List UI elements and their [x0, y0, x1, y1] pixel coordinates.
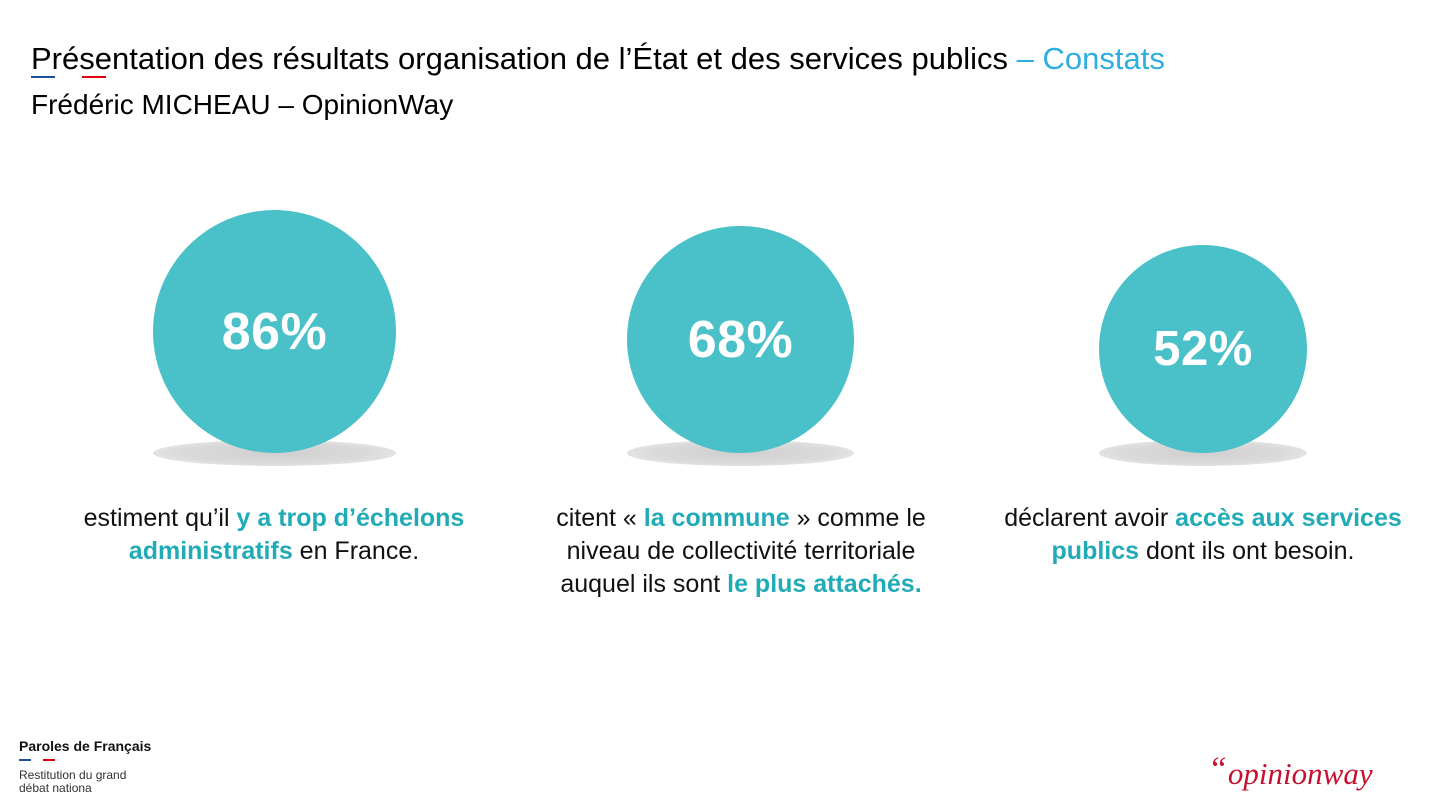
caption-text: en France. — [292, 537, 420, 565]
logo-text: opinion — [1227, 756, 1323, 791]
brand-subtitle: Restitution du grand débat nationa — [19, 769, 154, 795]
stat-block-2: 68% citent « la commune » comme le nivea… — [541, 0, 941, 806]
caption-text: déclarent avoir — [1004, 504, 1176, 532]
brand-subtitle-text: Restitution du grand débat nationa — [19, 768, 127, 795]
title-main: Présentation des résultats organisation … — [31, 41, 1009, 76]
caption-highlight: la commune — [643, 504, 790, 532]
stat-circle: 86% — [153, 210, 396, 453]
logo-quote: “ — [1208, 751, 1227, 788]
opinionway-logo: “opinionway — [1208, 751, 1373, 792]
stat-value: 68% — [687, 310, 794, 369]
stat-caption: estiment qu’il y a trop d’échelons admin… — [74, 502, 474, 568]
stat-circle: 52% — [1099, 245, 1307, 453]
page-title: Présentation des résultats organisation … — [31, 40, 1165, 78]
caption-highlight: y a trop d’échelons administratifs — [128, 504, 465, 565]
stat-value: 52% — [1153, 322, 1253, 376]
caption-text: dont ils ont besoin. — [1139, 537, 1355, 565]
title-accent: – Constats — [1016, 41, 1165, 76]
stat-value: 86% — [221, 302, 328, 361]
brand-name: Paroles de Français — [19, 738, 152, 754]
stat-block-1: 86% estiment qu’il y a trop d’échelons a… — [74, 0, 474, 806]
caption-highlight: accès aux services publics — [1051, 504, 1402, 565]
stat-circle: 68% — [627, 226, 854, 453]
page-subtitle: Frédéric MICHEAU – OpinionWay — [31, 89, 454, 120]
stat-caption: déclarent avoir accès aux services publi… — [1003, 502, 1403, 568]
flag-stripe — [19, 759, 59, 761]
title-underline-blue — [31, 76, 55, 78]
caption-text: » comme le niveau de collectivité territ… — [560, 504, 926, 598]
caption-highlight: le plus attachés. — [727, 570, 922, 598]
paroles-brand: Paroles de Français Restitution du grand… — [19, 738, 154, 795]
caption-text: estiment qu’il — [83, 504, 237, 532]
caption-text: citent « — [556, 504, 644, 532]
title-underline-red — [82, 76, 106, 78]
stat-caption: citent « la commune » comme le niveau de… — [541, 502, 941, 601]
logo-accent: way — [1322, 756, 1373, 791]
stat-block-3: 52% déclarent avoir accès aux services p… — [1003, 0, 1403, 806]
